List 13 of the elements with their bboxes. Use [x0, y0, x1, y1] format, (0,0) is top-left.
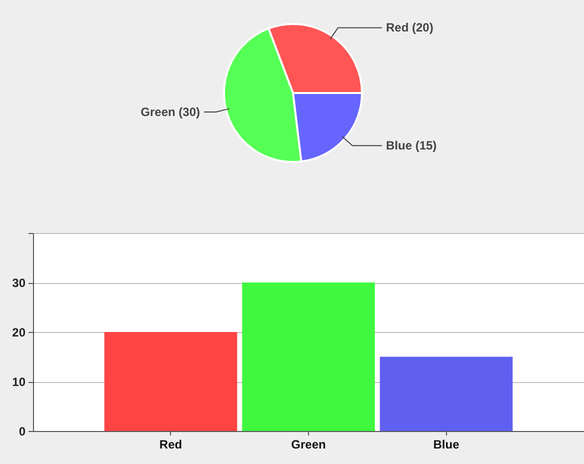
bar	[104, 332, 238, 431]
slice-label: Blue (15)	[386, 138, 437, 153]
y-tick-label: 10	[12, 375, 26, 389]
x-tick-label: Red	[159, 438, 182, 452]
x-tick-label: Blue	[433, 438, 460, 452]
y-tick-label: 20	[12, 326, 26, 340]
bar	[380, 356, 513, 431]
slice-label: Red (20)	[386, 20, 434, 35]
y-tick-label: 0	[18, 424, 26, 438]
bar	[242, 282, 375, 431]
y-tick-label: 30	[12, 276, 26, 290]
slice-label: Green (30)	[140, 104, 200, 119]
x-tick-label: Green	[291, 438, 326, 452]
